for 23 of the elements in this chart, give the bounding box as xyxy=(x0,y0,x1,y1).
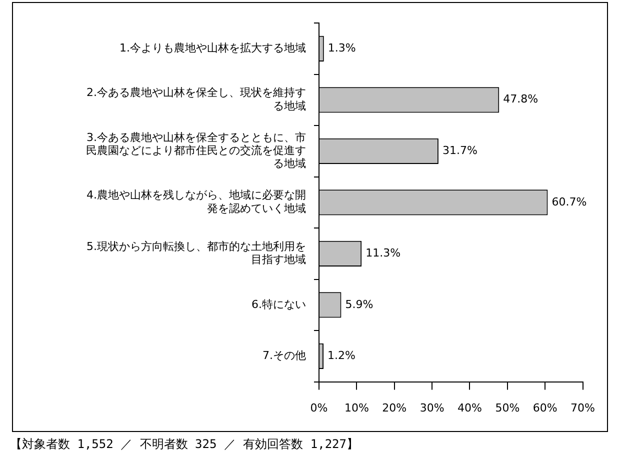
data-label: 1.2% xyxy=(328,349,356,362)
y-tick-label: 6.特にない xyxy=(252,298,306,311)
data-label: 1.3% xyxy=(328,41,356,54)
y-tick-label: 3.今ある農地や山林を保全するとともに、市民農園などにより都市住民との交流を促進する地域 xyxy=(86,130,306,170)
y-tick-label: 4.農地や山林を残しながら、地域に必要な開発を認めていく地域 xyxy=(86,188,306,215)
y-tick-label: 7.その他 xyxy=(262,349,306,362)
y-tick-label: 2.今ある農地や山林を保全し、現状を維持する地域 xyxy=(86,86,306,112)
text: 【対象者数 1,552 ／ 不明者数 325 ／ 有効回答数 1,227】 xyxy=(10,436,358,453)
x-tick-label: 70% xyxy=(570,401,595,414)
x-tick-label: 40% xyxy=(458,401,482,414)
data-label: 47.8% xyxy=(503,92,538,106)
y-tick-label: 5.現状から方向転換し、都市的な土地利用を目指す地域 xyxy=(86,240,306,266)
x-tick-label: 0% xyxy=(310,401,328,414)
data-label: 31.7% xyxy=(442,144,478,157)
x-tick-label: 30% xyxy=(420,401,444,414)
data-label: 11.3% xyxy=(366,246,401,260)
data-label: 5.9% xyxy=(345,298,374,311)
x-tick-label: 60% xyxy=(532,401,558,414)
x-tick-label: 50% xyxy=(495,401,520,414)
x-tick-label: 10% xyxy=(344,401,369,414)
x-tick-label: 20% xyxy=(382,401,407,414)
data-label: 60.7% xyxy=(552,195,587,208)
y-tick-label: 1.今よりも農地や山林を拡大する地域 xyxy=(120,41,306,54)
